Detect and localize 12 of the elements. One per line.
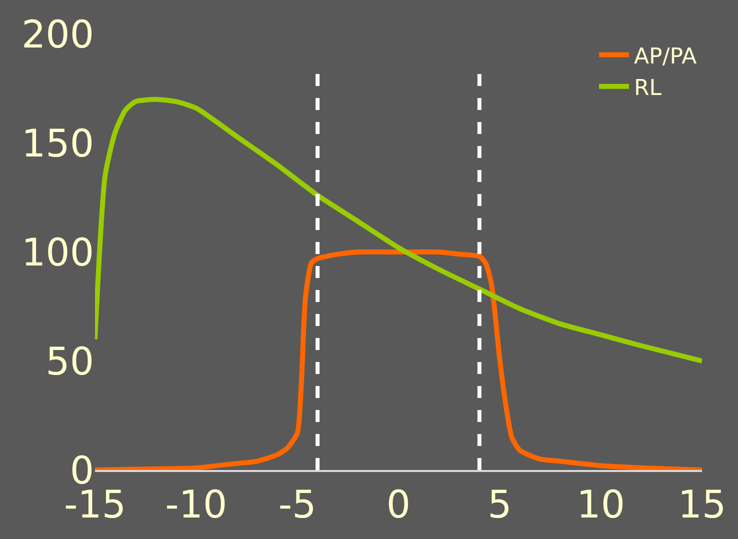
x-tick-label: 15 <box>678 482 726 527</box>
y-tick-label: 200 <box>21 12 94 56</box>
legend-label: AP/PA <box>634 44 697 70</box>
y-tick-label: 50 <box>46 339 94 384</box>
x-tick-label: 10 <box>576 482 626 527</box>
x-tick-label: 5 <box>488 482 512 527</box>
legend-label: RL <box>634 76 662 101</box>
x-tick-label: -10 <box>165 482 228 527</box>
y-tick-label: 100 <box>21 230 94 274</box>
y-tick-label: 150 <box>21 121 94 166</box>
x-tick-label: -5 <box>278 482 316 527</box>
x-tick-label: 0 <box>386 482 411 527</box>
